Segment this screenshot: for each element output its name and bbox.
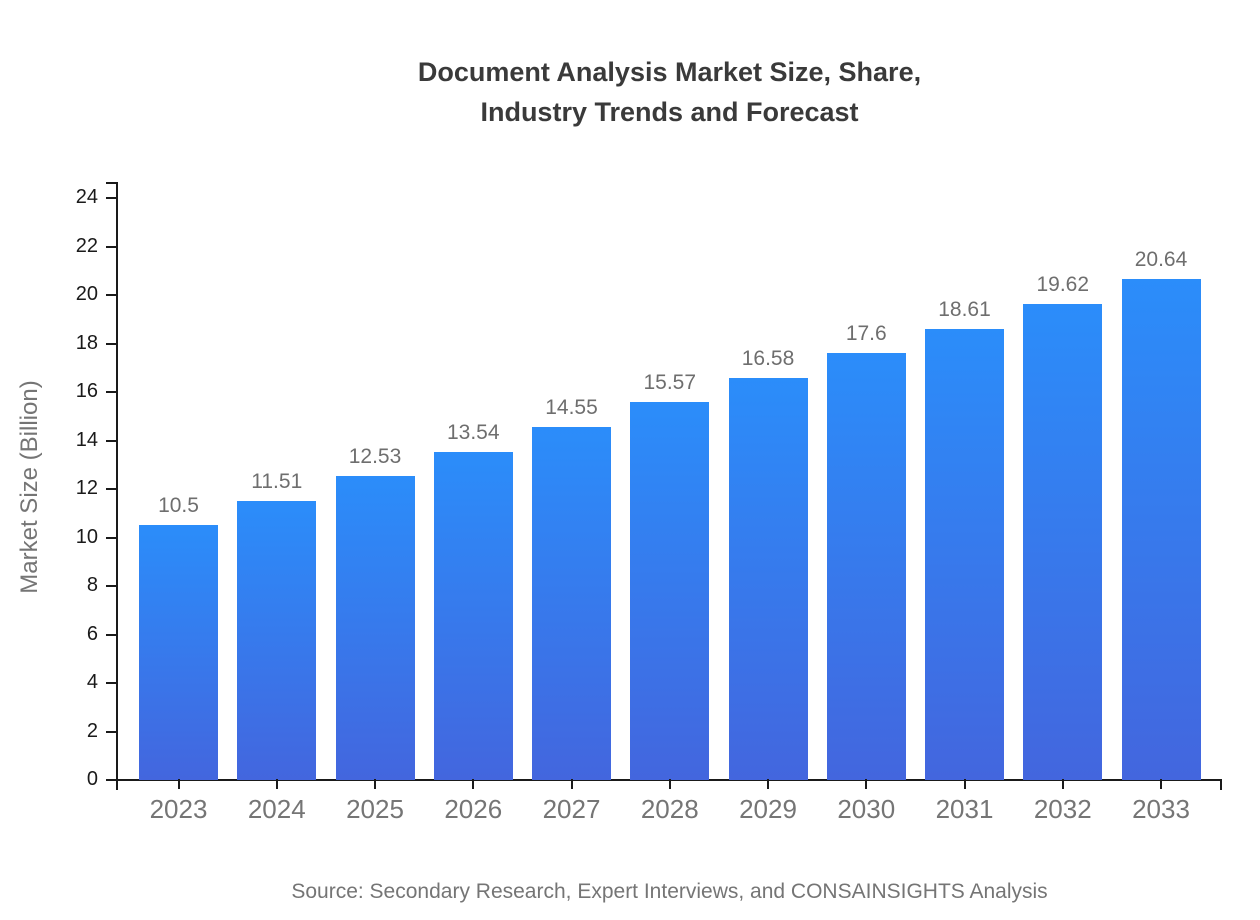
x-tick-label-2033: 2033: [1132, 794, 1190, 824]
x-tick-label-2030: 2030: [837, 794, 896, 824]
chart-title-line2: Industry Trends and Forecast: [480, 97, 859, 127]
x-tick: [668, 779, 671, 789]
bar-value-2033: 20.64: [1134, 248, 1188, 272]
y-tick: [106, 197, 116, 199]
y-tick-label-4: 4: [86, 671, 98, 693]
bar-value-2027: 14.55: [545, 396, 598, 420]
bar-value-2030: 17.6: [845, 322, 887, 346]
x-tick: [275, 779, 278, 789]
y-axis-line: [116, 182, 118, 790]
x-tick: [1061, 779, 1064, 789]
x-tick: [177, 779, 180, 789]
x-tick: [374, 779, 376, 789]
bar-value-2023: 10.5: [158, 494, 199, 518]
bar-value-2031: 18.61: [938, 297, 991, 321]
bar-value-2032: 19.62: [1036, 273, 1090, 297]
bar-2028: [630, 402, 710, 780]
y-tick-label-22: 22: [75, 234, 98, 257]
y-tick: [106, 779, 116, 781]
bar-2030: [826, 353, 906, 780]
bar-2029: [728, 377, 808, 780]
x-tick-label-2026: 2026: [444, 794, 503, 824]
y-tick: [106, 245, 116, 248]
y-axis-endcap-tick: [106, 182, 116, 184]
y-tick-label-2: 2: [86, 719, 98, 742]
x-tick-label-2025: 2025: [346, 794, 404, 824]
x-tick-label-2032: 2032: [1033, 794, 1092, 824]
bar-value-2029: 16.58: [741, 346, 795, 370]
y-tick-label-12: 12: [75, 477, 98, 499]
bar-value-2025: 12.53: [348, 445, 402, 469]
y-tick: [106, 536, 116, 539]
y-tick-label-8: 8: [86, 574, 98, 596]
x-tick-label-2024: 2024: [247, 794, 306, 824]
bar-value-2024: 11.51: [251, 469, 303, 493]
x-tick-label-2023: 2023: [149, 794, 208, 824]
chart-title: Document Analysis Market Size, Share, In…: [117, 52, 1222, 132]
y-tick-label-20: 20: [75, 283, 98, 305]
y-tick: [106, 585, 116, 587]
x-tick-label-2028: 2028: [640, 794, 699, 824]
x-tick: [1160, 779, 1162, 789]
x-axis-endcap-tick: [1220, 779, 1222, 790]
bar-value-2028: 15.57: [643, 371, 697, 395]
x-tick: [767, 779, 769, 789]
y-tick-label-18: 18: [75, 331, 98, 354]
y-tick: [106, 342, 116, 345]
bar-2026: [433, 451, 513, 780]
y-tick: [106, 439, 116, 442]
y-tick: [106, 682, 116, 684]
y-tick-label-10: 10: [75, 525, 98, 548]
x-tick-label-2027: 2027: [542, 794, 601, 824]
x-tick-label-2031: 2031: [935, 794, 994, 824]
y-tick: [106, 391, 116, 393]
y-tick: [106, 294, 116, 296]
bar-2024: [237, 500, 317, 780]
y-tick: [106, 488, 116, 490]
bar-2023: [139, 525, 218, 780]
bar-2032: [1023, 304, 1103, 780]
x-tick: [472, 779, 475, 789]
bar-value-2026: 13.54: [446, 420, 500, 444]
y-tick-label-14: 14: [75, 428, 98, 451]
y-tick: [106, 633, 116, 636]
x-tick: [570, 779, 573, 789]
y-tick-label-16: 16: [75, 380, 98, 402]
y-tick: [106, 730, 116, 733]
bar-2031: [925, 328, 1004, 780]
bar-2025: [335, 476, 415, 780]
chart-title-line1: Document Analysis Market Size, Share,: [417, 57, 922, 87]
x-tick-label-2029: 2029: [739, 794, 797, 824]
y-tick-label-24: 24: [75, 186, 98, 208]
y-tick-label-6: 6: [86, 622, 98, 645]
x-tick: [865, 779, 868, 789]
bar-2027: [532, 427, 611, 780]
source-note: Source: Secondary Research, Expert Inter…: [291, 880, 1048, 903]
bar-2033: [1121, 279, 1201, 780]
x-tick: [963, 779, 966, 789]
y-tick-label-0: 0: [86, 768, 98, 790]
